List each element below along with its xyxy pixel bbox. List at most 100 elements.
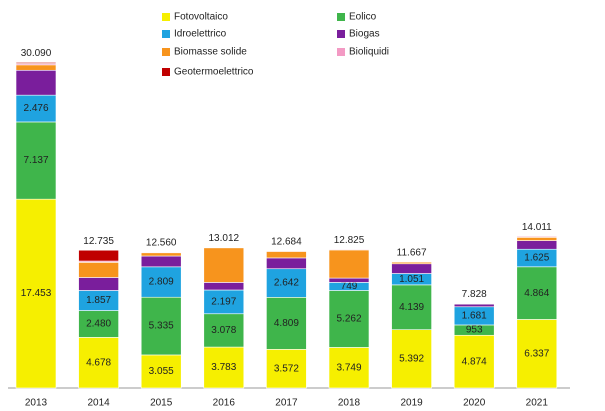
segment-label: 4.809 xyxy=(274,318,299,329)
legend-swatch xyxy=(337,30,345,38)
x-tick-label: 2013 xyxy=(25,398,48,409)
bar-segment xyxy=(140,252,182,257)
bar-segment xyxy=(15,64,57,71)
bar-segment xyxy=(140,266,182,298)
segment-label: 3.572 xyxy=(274,363,299,374)
segment-label: 4.864 xyxy=(524,288,549,299)
x-tick-label: 2020 xyxy=(463,398,486,409)
bar-segment xyxy=(266,251,307,259)
bar-segment xyxy=(328,277,370,283)
bar-segment xyxy=(15,198,57,389)
bar-segment xyxy=(203,282,245,291)
segment-label: 5.392 xyxy=(399,353,424,364)
legend-label: Idroelettrico xyxy=(174,29,227,40)
legend-swatch xyxy=(162,68,170,76)
legend-swatch xyxy=(162,13,170,21)
bar-segment xyxy=(140,255,182,268)
legend-swatch xyxy=(337,48,345,56)
bar-segment xyxy=(516,236,558,238)
bar-segment xyxy=(78,262,119,278)
legend-label: Biomasse solide xyxy=(174,47,247,58)
total-label: 12.684 xyxy=(271,236,302,247)
x-tick-label: 2014 xyxy=(87,398,110,409)
bar-segment xyxy=(328,248,370,251)
bar-segment xyxy=(328,347,370,389)
bar-segment xyxy=(266,250,307,252)
segment-label: 7.137 xyxy=(23,155,48,166)
legend-label: Geotermoelettrico xyxy=(174,67,254,78)
bar-segment xyxy=(140,354,182,389)
legend-label: Bioliquidi xyxy=(349,47,389,58)
legend-label: Biogas xyxy=(349,29,380,40)
legend-swatch xyxy=(162,30,170,38)
bar-segment xyxy=(78,310,119,338)
segment-label: 2.480 xyxy=(86,319,111,330)
bar-segment xyxy=(15,69,57,96)
bar-segment xyxy=(328,249,370,279)
bar-segment xyxy=(266,297,307,350)
bar-segment xyxy=(203,246,245,249)
x-tick-label: 2017 xyxy=(275,398,298,409)
segment-label: 3.749 xyxy=(336,362,361,373)
segment-label: 4.874 xyxy=(462,356,487,367)
segment-label: 1.051 xyxy=(399,274,424,285)
bar-segment xyxy=(328,290,370,348)
x-tick-label: 2016 xyxy=(213,398,236,409)
segment-label: 5.262 xyxy=(336,314,361,325)
segment-label: 17.453 xyxy=(21,288,52,299)
bar-segment xyxy=(203,313,245,348)
segment-label: 953 xyxy=(466,325,483,336)
bar-segment xyxy=(78,337,119,389)
bar-segment xyxy=(516,319,558,389)
legend-swatch xyxy=(162,48,170,56)
segment-label: 6.337 xyxy=(524,348,549,359)
segment-label: 2.642 xyxy=(274,278,299,289)
segment-label: 3.078 xyxy=(211,325,236,336)
bar-segment xyxy=(78,277,119,291)
total-label: 7.828 xyxy=(462,289,487,300)
segment-label: 1.625 xyxy=(524,253,549,264)
segment-label: 2.476 xyxy=(23,103,48,114)
x-tick-label: 2015 xyxy=(150,398,173,409)
segment-label: 2.809 xyxy=(149,277,174,288)
bar-segment xyxy=(391,329,432,389)
bar-segment xyxy=(266,349,307,389)
bar-segment xyxy=(516,266,558,320)
bar-segment xyxy=(453,334,495,389)
bar-segment xyxy=(78,249,119,262)
segment-label: 3.783 xyxy=(211,362,236,373)
segment-label: 4.139 xyxy=(399,302,424,313)
segment-label: 2.197 xyxy=(211,297,236,308)
bar-segment xyxy=(15,62,57,64)
bar-segment xyxy=(516,237,558,241)
bar-segment xyxy=(15,121,57,200)
segment-label: 749 xyxy=(341,281,358,292)
bar-segment xyxy=(203,247,245,283)
segment-label: 1.857 xyxy=(86,295,111,306)
x-tick-label: 2018 xyxy=(338,398,361,409)
bar-segment xyxy=(266,268,307,298)
bar-segment xyxy=(140,251,182,254)
legend-label: Eolico xyxy=(349,12,377,23)
segment-label: 1.681 xyxy=(462,311,487,322)
bar-segment xyxy=(516,240,558,250)
total-label: 30.090 xyxy=(21,48,52,59)
total-label: 12.560 xyxy=(146,238,177,249)
bar-segment xyxy=(391,263,432,274)
total-label: 12.825 xyxy=(334,235,365,246)
segment-label: 5.335 xyxy=(149,321,174,332)
segment-label: 4.678 xyxy=(86,357,111,368)
bar-segment xyxy=(140,296,182,356)
bar-segment xyxy=(453,303,495,308)
segment-label: 3.055 xyxy=(149,366,174,377)
legend-label: Fotovoltaico xyxy=(174,12,228,23)
total-label: 12.735 xyxy=(83,236,114,247)
total-label: 13.012 xyxy=(209,233,240,244)
bar-segment xyxy=(266,257,307,270)
total-label: 14.011 xyxy=(522,222,552,233)
legend-swatch xyxy=(337,13,345,21)
total-label: 11.667 xyxy=(397,247,427,258)
bar-segment xyxy=(391,284,432,330)
x-tick-label: 2021 xyxy=(526,398,549,409)
